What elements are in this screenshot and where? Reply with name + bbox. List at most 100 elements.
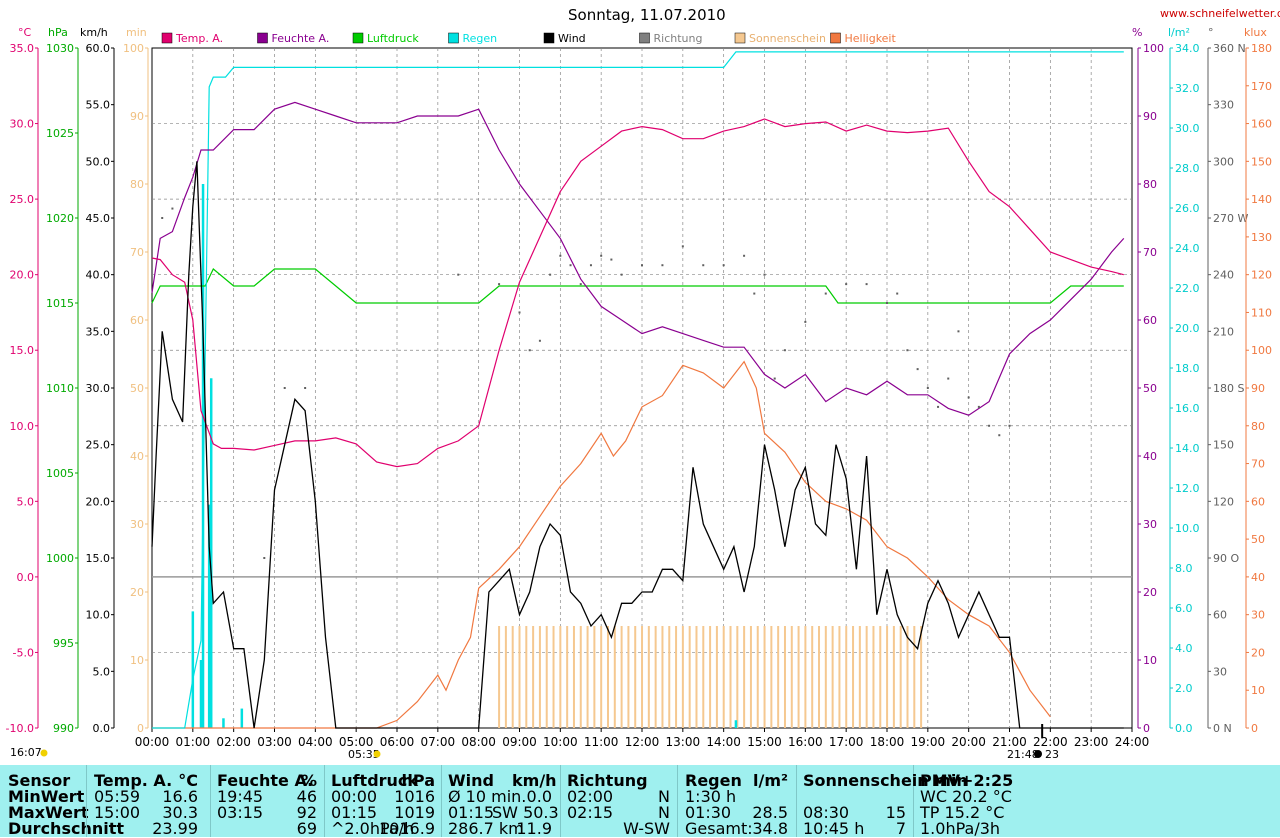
time-tick-label: 14:00 [706,735,741,749]
axis-tick-label: 4.0 [1175,642,1193,655]
legend-label: Regen [463,32,498,45]
axis-tick-label: 120 [1251,269,1272,282]
time-tick-label: 04:00 [298,735,333,749]
axis-tick-label: 995 [53,637,74,650]
stats-value: 0.0 [526,787,552,806]
stats-divider [441,765,442,837]
direction-point [600,254,603,257]
axis-tick-label: 40 [1251,571,1265,584]
time-tick-label: 17:00 [829,735,864,749]
stats-value: 69 [296,819,317,838]
axis-tick-label: 70 [1143,246,1157,259]
direction-point [783,349,786,352]
night-label: 23 [1045,748,1059,761]
stats-time: 286.7 km [448,819,524,838]
axis-tick-label: 140 [1251,193,1272,206]
axis-tick-label: 35.0 [10,42,35,55]
time-tick-label: 02:00 [216,735,251,749]
axis-tick-label: 60 [1143,314,1157,327]
axis-tick-label: 130 [1251,231,1272,244]
axis-tick-label: 55.0 [86,99,111,112]
stats-divider [210,765,211,837]
axis-tick-label: 26.0 [1175,202,1200,215]
direction-point [916,368,919,371]
time-tick-label: 19:00 [911,735,946,749]
axis-tick-label: 10 [1251,684,1265,697]
stats-time: 01:15 [448,803,495,822]
legend-swatch [161,32,173,44]
stats-value: N [658,787,670,806]
stats-value: 92 [296,803,317,822]
direction-point [967,396,970,399]
direction-point [263,557,266,559]
stats-time: 08:30 [803,803,850,822]
axis-tick-label: 30.0 [10,118,35,131]
stats-time: 1:30 h [685,787,737,806]
axis-tick-label: 34.0 [1175,42,1200,55]
stats-divider [86,765,87,837]
time-tick-label: 21:00 [992,735,1027,749]
sun-icon [40,749,48,757]
chart-title: Sonntag, 11.07.2010 [568,6,726,24]
axis-tick-label: 50 [130,382,144,395]
site-url[interactable]: www.schneifelwetter.de [1160,7,1280,20]
direction-point [498,283,501,286]
axis-tick-label: 150 [1213,439,1234,452]
direction-point [804,320,807,323]
stats-header: Sonnenschein min [803,771,968,790]
series-line-temp-a [151,118,1124,468]
stats-time: 02:00 [567,787,614,806]
stats-time: 01:15 [331,803,378,822]
axis-tick-label: 24.0 [1175,242,1200,255]
stats-time: 05:59 [94,787,141,806]
direction-point [620,273,623,276]
time-tick-label: 05:00 [339,735,374,749]
axis-tick-label: 50.0 [86,155,111,168]
axis-tick-label: 25.0 [86,439,111,452]
axis-tick-label: 60 [1213,609,1227,622]
sunset-label: 21:48 [1007,748,1039,761]
axis-tick-label: 120 [1213,495,1234,508]
time-tick-label: 12:00 [625,735,660,749]
direction-point [998,434,1001,437]
direction-point [988,424,991,427]
direction-point [743,254,746,257]
stats-time: 02:15 [567,803,614,822]
axis-tick-label: 20.0 [1175,322,1200,335]
chart-marks [151,51,1125,729]
axis-unit: ° [1208,26,1214,39]
axis-tick-label: 8.0 [1175,562,1193,575]
axis-tick-label: 90 [130,110,144,123]
axis-tick-label: 60.0 [86,42,111,55]
stats-time: 10:45 h [803,819,865,838]
stats-divider [913,765,914,837]
stats-unit: % [300,771,317,790]
axis-tick-label: 30.0 [1175,122,1200,135]
axis-tick-label: 0 [137,722,144,735]
stats-value: 1.0hPa/3h [920,819,1001,838]
axis-tick-label: 80 [130,178,144,191]
axis-tick-label: 5.0 [93,665,111,678]
stats-divider [560,765,561,837]
sunrise-sun-icon [373,750,381,758]
axis-tick-label: 270 W [1213,212,1248,225]
direction-point [161,217,164,219]
series-line-feuchte-a [151,101,1125,416]
stats-unit: hPa [401,771,435,790]
axis-tick-label: 240 [1213,269,1234,282]
axis-tick-label: 16.0 [1175,402,1200,415]
stats-time: Gesamt: [685,819,753,838]
direction-point [610,258,613,261]
axis-tick-label: 1025 [46,127,74,140]
axis-tick-label: 5.0 [17,495,35,508]
stats-value: SW 50.3 [492,803,559,822]
axis-tick-label: 50 [1251,533,1265,546]
stats-time: 15:00 [94,803,141,822]
legend-label: Temp. A. [175,32,223,45]
axis-tick-label: 40 [1143,450,1157,463]
direction-point [824,292,827,295]
axis-tick-label: 180 [1251,42,1272,55]
stats-value: 7 [895,819,906,838]
stats-header: Wind [448,771,494,790]
stats-value: 30.3 [162,803,198,822]
